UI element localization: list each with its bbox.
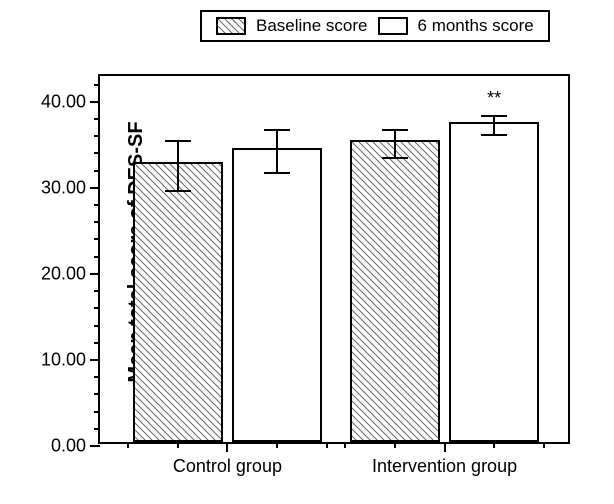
- error-cap: [382, 157, 408, 159]
- y-tick-label: 40.00: [41, 91, 86, 112]
- y-tick: [90, 101, 100, 103]
- x-minor-tick: [344, 442, 346, 448]
- legend-swatch: [378, 17, 408, 35]
- error-bar: [177, 141, 179, 191]
- y-tick-label: 20.00: [41, 263, 86, 284]
- x-tick: [444, 442, 446, 452]
- y-minor-tick: [94, 256, 100, 258]
- y-minor-tick: [94, 307, 100, 309]
- y-minor-tick: [94, 428, 100, 430]
- x-minor-tick: [326, 442, 328, 448]
- x-minor-tick: [394, 442, 396, 448]
- y-minor-tick: [94, 376, 100, 378]
- error-cap: [382, 129, 408, 131]
- x-minor-tick: [127, 442, 129, 448]
- x-minor-tick: [493, 442, 495, 448]
- x-category-label: Intervention group: [372, 456, 517, 477]
- y-tick: [90, 187, 100, 189]
- significance-annotation: **: [487, 88, 501, 109]
- y-tick-label: 30.00: [41, 177, 86, 198]
- legend-swatch: [216, 17, 246, 35]
- x-tick: [226, 442, 228, 452]
- error-cap: [481, 134, 507, 136]
- chart-container: Mean total score of DES-SF 0.0010.0020.0…: [0, 0, 614, 504]
- y-minor-tick: [94, 152, 100, 154]
- x-minor-tick: [276, 442, 278, 448]
- error-cap: [165, 140, 191, 142]
- x-category-label: Control group: [173, 456, 282, 477]
- y-minor-tick: [94, 325, 100, 327]
- error-bar: [493, 116, 495, 135]
- x-minor-tick: [543, 442, 545, 448]
- y-tick-label: 10.00: [41, 349, 86, 370]
- y-minor-tick: [94, 411, 100, 413]
- y-minor-tick: [94, 204, 100, 206]
- y-minor-tick: [94, 118, 100, 120]
- error-cap: [165, 190, 191, 192]
- y-minor-tick: [94, 135, 100, 137]
- y-minor-tick: [94, 238, 100, 240]
- bar-baseline: [350, 140, 440, 442]
- y-tick: [90, 359, 100, 361]
- y-minor-tick: [94, 84, 100, 86]
- y-minor-tick: [94, 342, 100, 344]
- bar-baseline: [133, 162, 223, 442]
- y-tick: [90, 445, 100, 447]
- error-cap: [264, 172, 290, 174]
- y-tick-label: 0.00: [51, 436, 86, 457]
- y-minor-tick: [94, 221, 100, 223]
- y-minor-tick: [94, 170, 100, 172]
- y-tick: [90, 273, 100, 275]
- legend: Baseline score 6 months score: [200, 10, 550, 42]
- x-minor-tick: [177, 442, 179, 448]
- bar-six_months: [232, 148, 322, 442]
- legend-label: 6 months score: [418, 16, 534, 36]
- plot-area: 0.0010.0020.0030.0040.00Control groupInt…: [98, 74, 570, 444]
- y-minor-tick: [94, 290, 100, 292]
- error-bar: [394, 130, 396, 158]
- bar-six_months: [449, 122, 539, 442]
- error-cap: [481, 115, 507, 117]
- error-cap: [264, 129, 290, 131]
- y-minor-tick: [94, 393, 100, 395]
- legend-label: Baseline score: [256, 16, 368, 36]
- error-bar: [276, 130, 278, 173]
